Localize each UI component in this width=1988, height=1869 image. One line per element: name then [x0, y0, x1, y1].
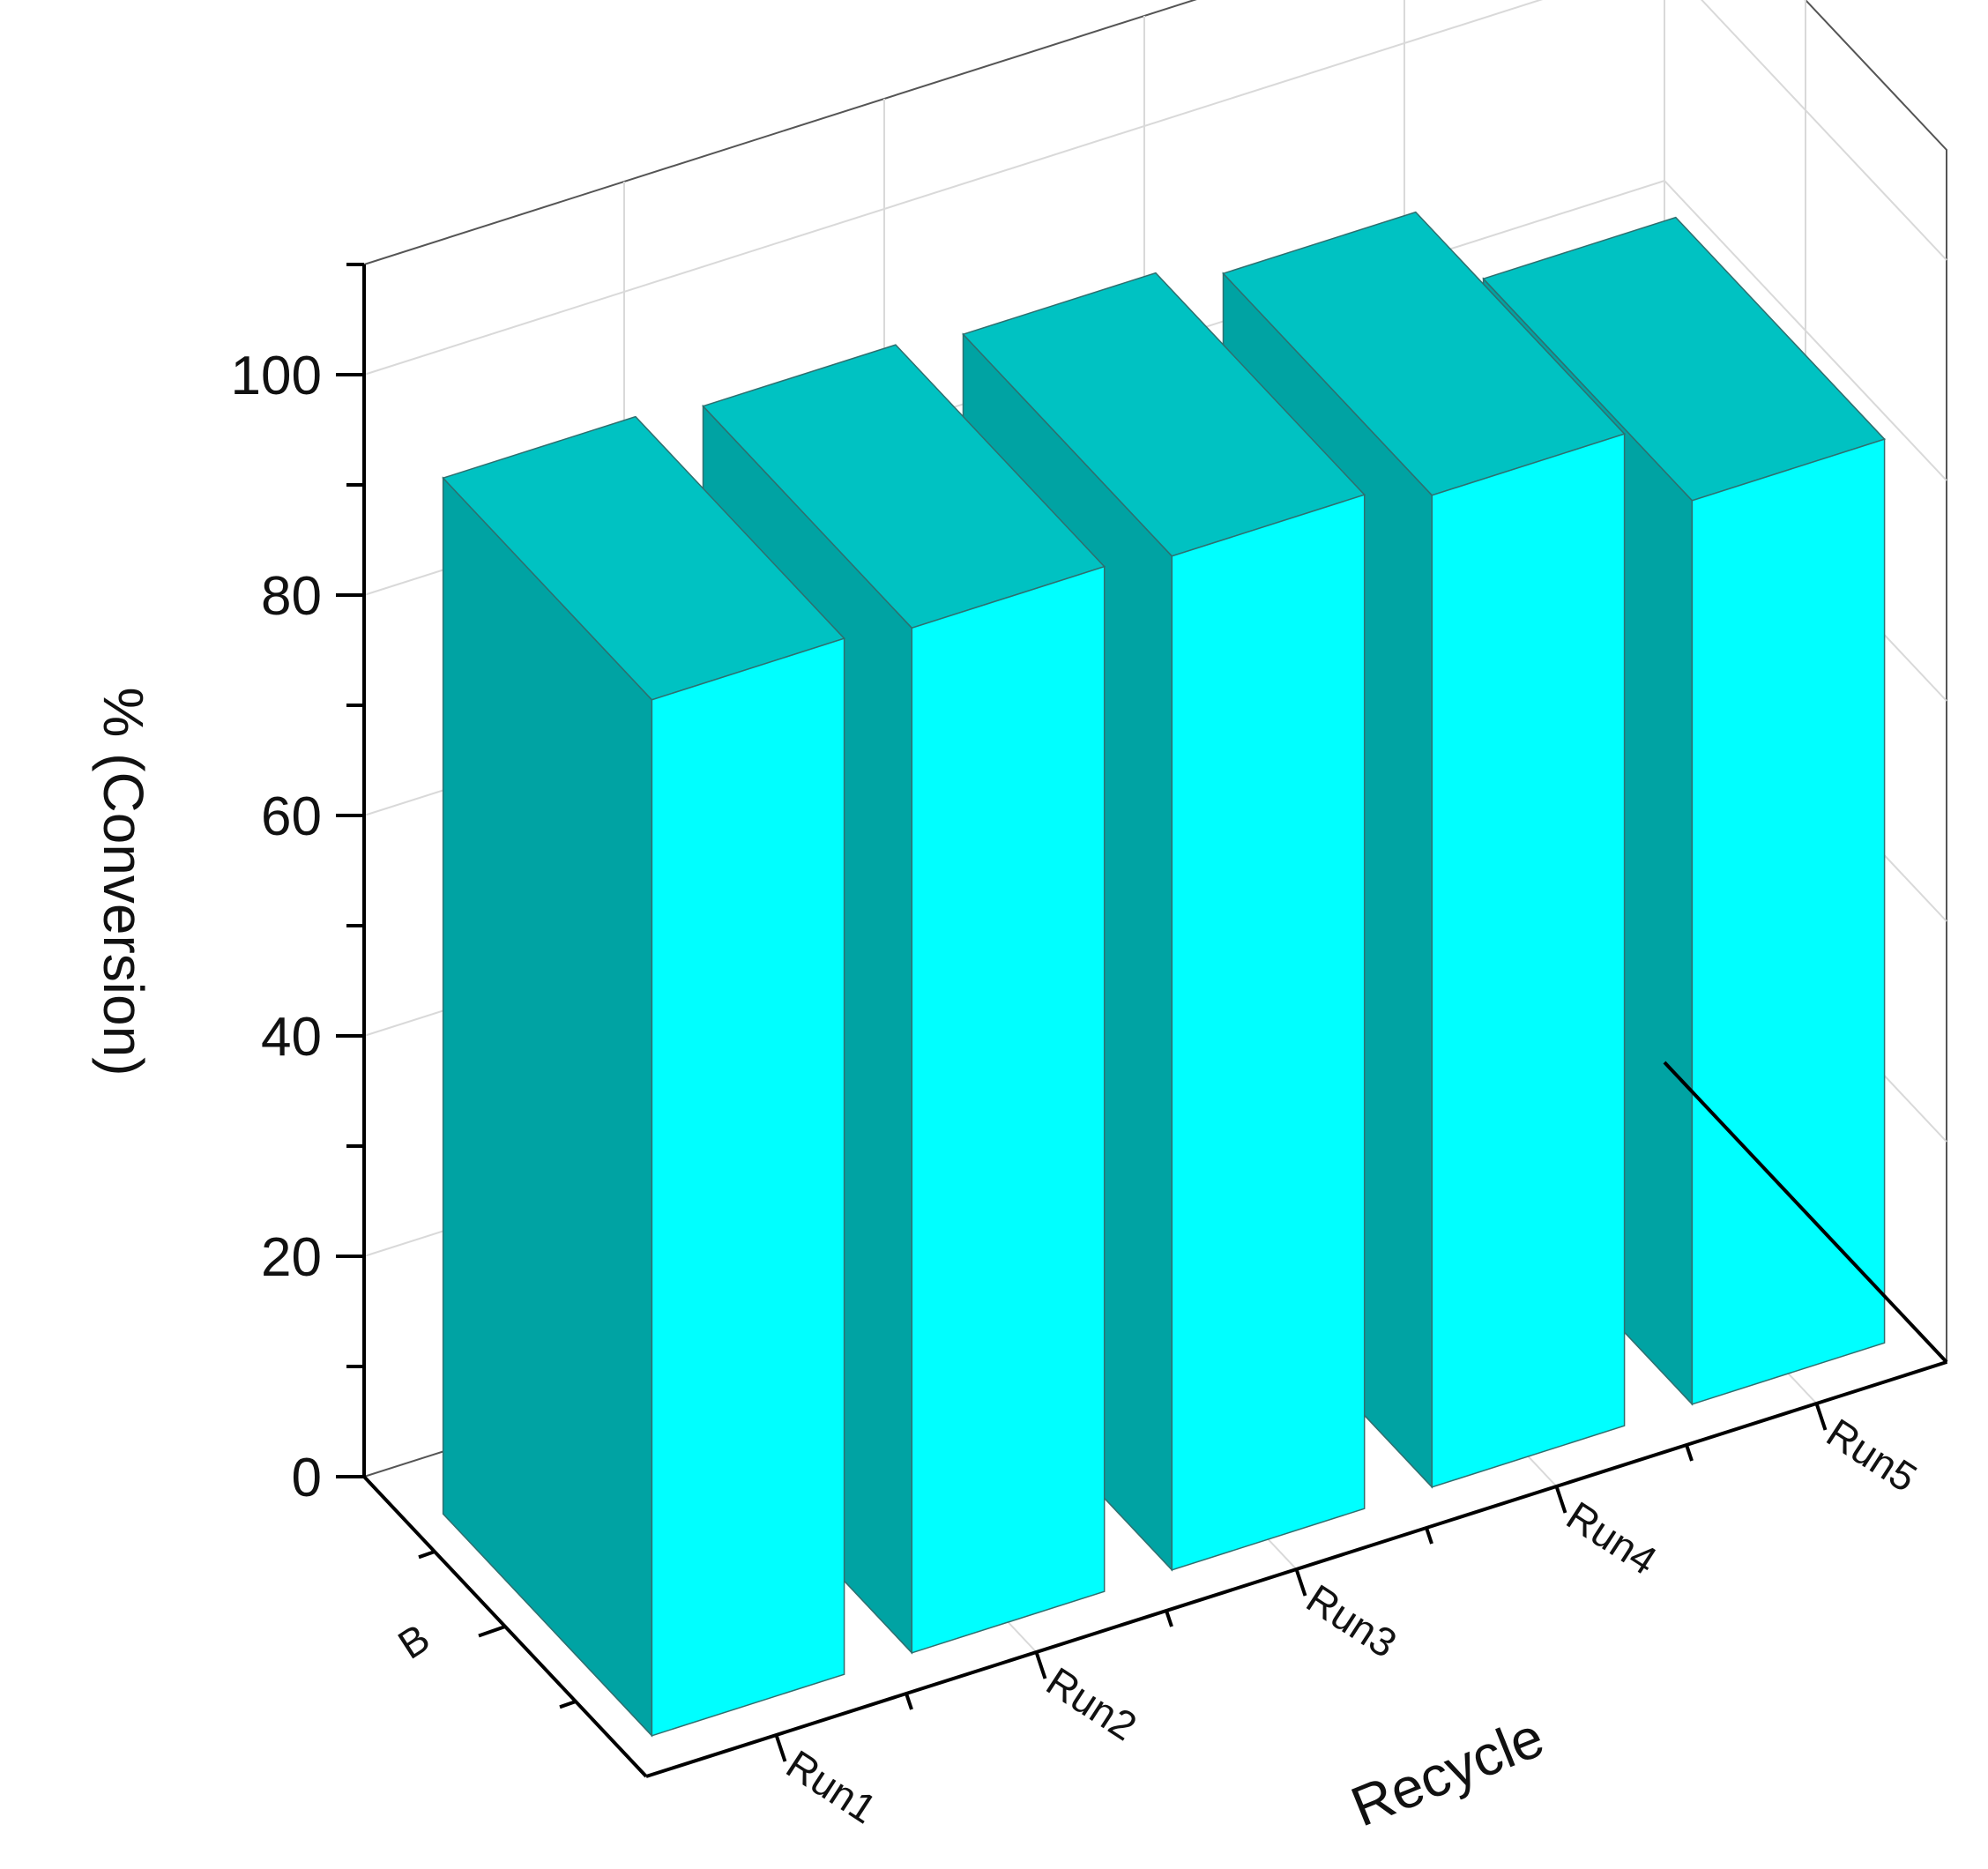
y-tick-label: 100	[231, 346, 322, 406]
x-tick-label: Run5	[1819, 1410, 1925, 1501]
x-tick-major	[1554, 1486, 1567, 1514]
bar-Run1	[442, 415, 845, 1738]
y-tick-label: 20	[261, 1227, 322, 1288]
bars	[442, 211, 1886, 1738]
bar-front-face	[911, 565, 1106, 1654]
x-tick-major	[1814, 1403, 1828, 1431]
series-axis-label: B	[390, 1614, 437, 1667]
x-tick-minor	[1165, 1610, 1173, 1627]
depth-tick	[478, 1625, 506, 1638]
y-tick-label: 60	[261, 786, 322, 847]
x-tick-label: Run3	[1299, 1575, 1405, 1667]
depth-tick	[559, 1700, 577, 1709]
y-tick-label: 0	[292, 1448, 322, 1508]
bar-front-face	[1691, 438, 1886, 1405]
bar-front-face	[1431, 433, 1626, 1488]
x-tick-major	[774, 1734, 787, 1762]
x-tick-minor	[1425, 1527, 1433, 1545]
x-tick-label: Run2	[1039, 1658, 1145, 1750]
y-tick-label: 40	[261, 1007, 322, 1068]
x-axis-title: Recycle	[1343, 1705, 1552, 1839]
right-floor-line	[1663, 1061, 1948, 1364]
bar-front-face	[1171, 494, 1366, 1571]
x-tick-label: Run4	[1559, 1493, 1665, 1584]
x-tick-minor	[905, 1693, 913, 1710]
x-tick-minor	[1685, 1444, 1694, 1462]
gridline-y-100	[363, 0, 1947, 376]
ticks	[336, 263, 1828, 1762]
x-tick-major	[1034, 1651, 1047, 1679]
x-tick-major	[1294, 1568, 1307, 1597]
y-axis-title: % (Conversion)	[92, 687, 155, 1076]
depth-tick	[418, 1550, 436, 1560]
y-tick-label: 80	[261, 566, 322, 627]
bar-front-face	[651, 637, 845, 1737]
x-tick-label: Run1	[778, 1741, 885, 1833]
